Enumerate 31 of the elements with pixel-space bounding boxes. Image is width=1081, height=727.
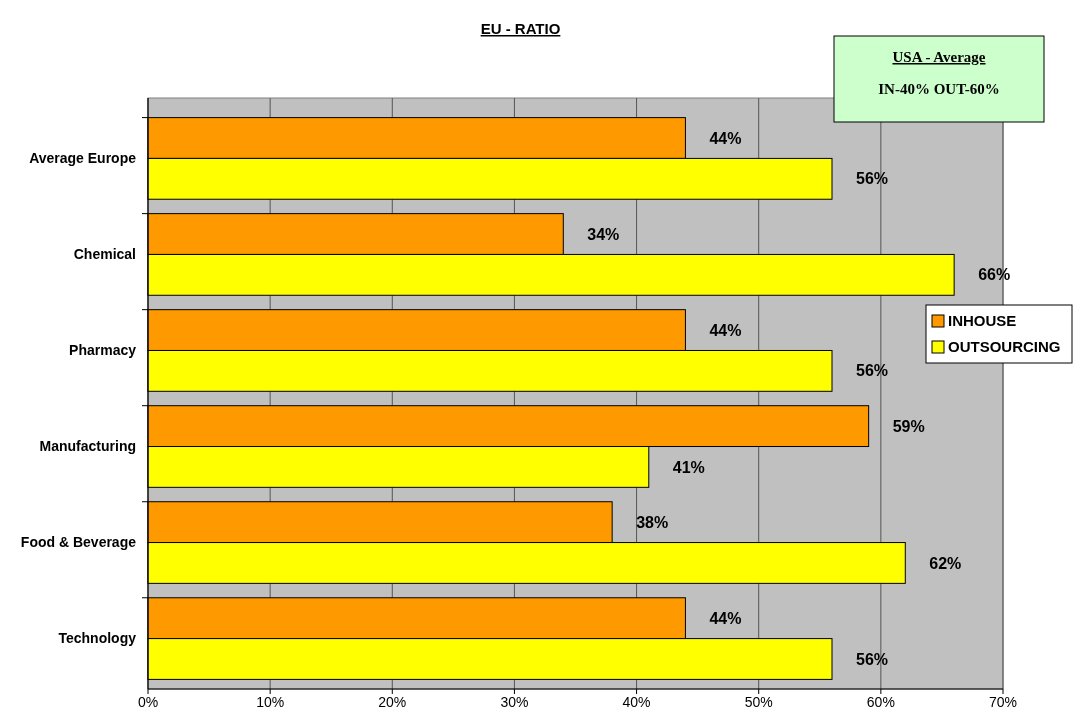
data-label: 34%: [587, 225, 620, 243]
y-tick-label: Technology: [58, 630, 137, 647]
data-label: 59%: [892, 417, 925, 435]
data-label: 44%: [709, 129, 742, 147]
x-tick-label: 10%: [256, 694, 285, 710]
data-label: 44%: [709, 321, 742, 339]
y-tick-label: Manufacturing: [39, 438, 136, 455]
x-tick-label: 50%: [744, 694, 773, 710]
legend-label: OUTSOURCING: [948, 338, 1061, 356]
data-label: 66%: [978, 266, 1011, 284]
data-label: 56%: [856, 650, 889, 668]
text: IN-40% OUT-60%: [878, 81, 1000, 97]
data-label: 62%: [929, 554, 962, 572]
data-label: 41%: [672, 458, 705, 476]
data-label: 38%: [636, 513, 669, 531]
x-tick-label: 40%: [622, 694, 651, 710]
data-label: 44%: [709, 609, 742, 627]
chart-title: EU - RATIO: [480, 20, 561, 37]
y-tick-label: Food & Beverage: [20, 534, 137, 551]
data-label: 56%: [856, 362, 889, 380]
data-label: 56%: [856, 170, 889, 188]
x-tick-label: 60%: [866, 694, 895, 710]
x-tick-label: 20%: [378, 694, 407, 710]
x-tick-label: 0%: [137, 694, 159, 710]
y-tick-label: Pharmacy: [69, 342, 137, 359]
legend-label: INHOUSE: [948, 312, 1017, 330]
x-tick-label: 30%: [500, 694, 529, 710]
text: USA - Average: [892, 49, 986, 65]
y-tick-label: Chemical: [73, 246, 136, 263]
y-tick-label: Average Europe: [29, 150, 137, 167]
x-tick-label: 70%: [988, 694, 1018, 710]
